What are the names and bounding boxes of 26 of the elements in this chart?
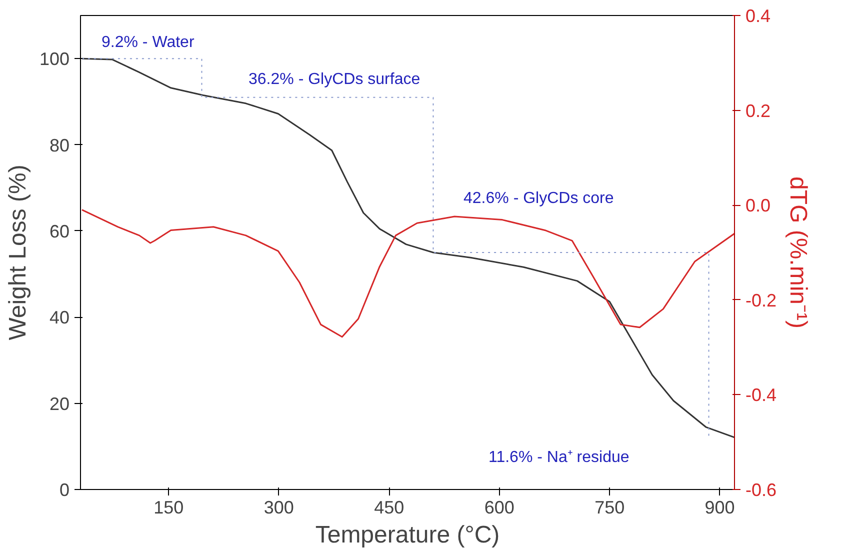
annotation: 36.2% - GlyCDs surface [248,71,420,88]
y-tick-label: 40 [49,308,70,328]
x-axis-title: Temperature (°C) [315,522,500,548]
line-series [81,209,734,338]
annotation: 42.6% - GlyCDs core [464,190,614,207]
x-tick-label: 450 [374,498,404,518]
y2-tick-label: 0.2 [746,100,771,121]
annotation: 9.2% - Water [102,34,195,51]
x-tick-label: 300 [264,498,294,518]
y-tick-label: 60 [49,221,70,242]
y-tick-label: 80 [49,135,70,156]
x-tick-label: 600 [484,498,514,518]
y2-tick-label: -0.2 [746,290,777,310]
y-tick-label: 100 [39,49,70,70]
y-tick-label: 20 [49,394,70,414]
y2-tick-label: 0.4 [746,6,771,26]
y-axis-title: Weight Loss (%) [4,164,32,340]
y2-tick-label: -0.4 [746,385,777,406]
x-tick-label: 750 [594,498,625,518]
y2-axis-title: dTG (%.min⁻¹) [784,176,812,328]
y2-tick-label: -0.6 [746,480,777,500]
y-tick-label: 0 [59,480,70,500]
y2-tick-label: 0.0 [746,196,771,216]
x-tick-label: 150 [154,498,184,518]
annotation: 11.6% - Na⁺ residue [488,449,630,466]
x-tick-label: 900 [704,498,735,518]
